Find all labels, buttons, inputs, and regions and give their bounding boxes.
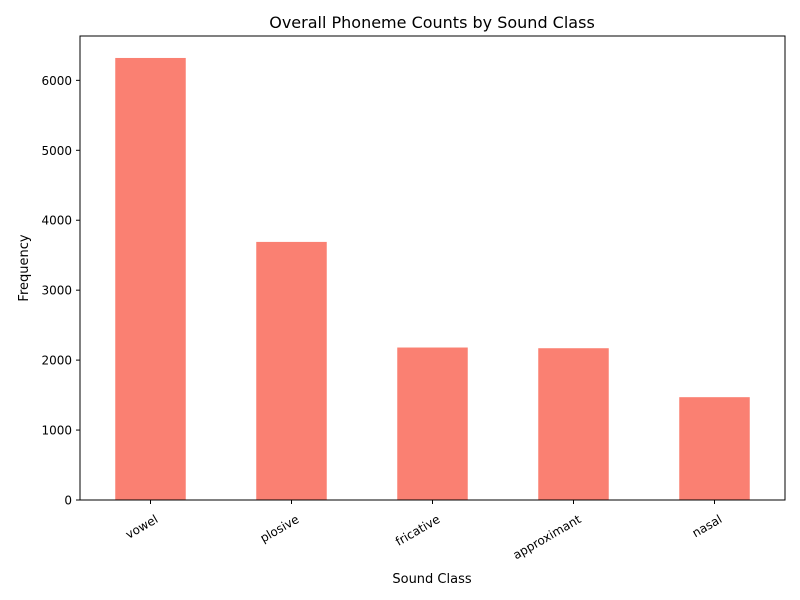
y-tick-label: 2000 — [41, 354, 72, 368]
bar-vowel — [115, 57, 186, 501]
y-tick-label: 4000 — [41, 214, 72, 228]
y-tick-label: 5000 — [41, 144, 72, 158]
bar-fricative — [397, 347, 468, 500]
x-axis-label: Sound Class — [392, 572, 471, 587]
y-tick-label: 1000 — [41, 424, 72, 438]
bar-approximant — [538, 348, 609, 500]
y-tick-label: 6000 — [41, 74, 72, 88]
y-tick-label: 0 — [64, 494, 72, 508]
bar-nasal — [679, 397, 750, 500]
y-axis-label: Frequency — [17, 234, 32, 301]
bar-plosive — [256, 241, 327, 500]
y-tick-label: 3000 — [41, 284, 72, 298]
chart-title: Overall Phoneme Counts by Sound Class — [269, 13, 595, 32]
